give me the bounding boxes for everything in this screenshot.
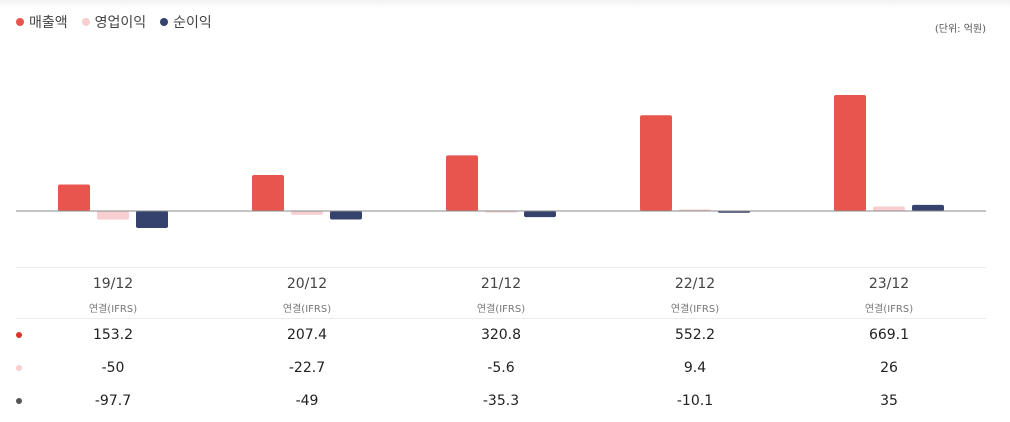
period-basis: 연결(IFRS) (282, 304, 332, 315)
table-cell: -50 (101, 360, 125, 376)
chart-legend: 매출액 영업이익 순이익 (16, 12, 212, 32)
table-cell: -5.6 (487, 360, 515, 376)
period-col: 20/12 연결(IFRS) (210, 276, 404, 315)
row-marker-dot (16, 332, 22, 338)
bar-operating-profit[interactable] (97, 211, 129, 220)
legend-dot-net-income (160, 18, 169, 26)
bar-chart (16, 95, 986, 228)
unit-label: (단위: 억원) (934, 24, 986, 35)
bar-net-income[interactable] (912, 204, 944, 211)
legend-dot-revenue (16, 18, 24, 26)
table-cell: 26 (880, 360, 898, 376)
bar-revenue[interactable] (834, 95, 866, 211)
period-col: 22/12 연결(IFRS) (598, 276, 792, 315)
period-label: 23/12 (868, 276, 910, 292)
table-cell: -97.7 (94, 393, 132, 409)
bar-operating-profit[interactable] (873, 206, 905, 211)
table-cell: 153.2 (92, 327, 134, 343)
row-marker-dot (16, 365, 22, 371)
legend-item-net-income[interactable]: 순이익 (160, 12, 212, 32)
bar-revenue[interactable] (58, 184, 90, 211)
legend-label-net-income: 순이익 (173, 15, 212, 31)
period-col: 21/12 연결(IFRS) (404, 276, 598, 315)
table-cell: -49 (295, 393, 319, 409)
divider-bottom (16, 318, 986, 319)
divider-top (16, 267, 986, 268)
table-cell: -22.7 (288, 360, 326, 376)
legend-item-operating-profit[interactable]: 영업이익 (81, 12, 147, 32)
period-col: 23/12 연결(IFRS) (792, 276, 986, 315)
legend-label-operating-profit: 영업이익 (94, 15, 147, 31)
table-cell: 552.2 (674, 327, 716, 343)
bar-net-income[interactable] (136, 211, 168, 228)
top-shade (0, 0, 1010, 8)
period-basis: 연결(IFRS) (476, 304, 526, 315)
period-label: 19/12 (92, 276, 134, 292)
period-label: 21/12 (480, 276, 522, 292)
legend-dot-operating-profit (81, 18, 90, 26)
period-header: 19/12 연결(IFRS) 20/12 연결(IFRS) 21/12 연결(I… (16, 276, 986, 315)
row-marker-dot (16, 398, 22, 404)
period-label: 22/12 (674, 276, 716, 292)
bar-operating-profit[interactable] (291, 211, 323, 215)
table-row-revenue: 153.2 207.4 320.8 552.2 669.1 (16, 325, 986, 345)
period-basis: 연결(IFRS) (864, 304, 914, 315)
period-basis: 연결(IFRS) (88, 304, 138, 315)
table-row-net-income: -97.7 -49 -35.3 -10.1 35 (16, 391, 986, 411)
table-cell: 35 (880, 393, 898, 409)
table-cell: 669.1 (868, 327, 910, 343)
bar-revenue[interactable] (446, 155, 478, 211)
table-cell: 320.8 (480, 327, 522, 343)
table-cell: -10.1 (676, 393, 714, 409)
period-label: 20/12 (286, 276, 328, 292)
table-row-operating-profit: -50 -22.7 -5.6 9.4 26 (16, 358, 986, 378)
table-cell: 207.4 (286, 327, 328, 343)
bar-net-income[interactable] (330, 211, 362, 220)
bar-net-income[interactable] (524, 211, 556, 218)
legend-item-revenue[interactable]: 매출액 (16, 12, 68, 32)
bar-revenue[interactable] (252, 175, 284, 211)
table-cell: 9.4 (683, 360, 707, 376)
legend-label-revenue: 매출액 (29, 15, 68, 31)
period-basis: 연결(IFRS) (670, 304, 720, 315)
table-cell: -35.3 (482, 393, 520, 409)
bar-revenue[interactable] (640, 115, 672, 211)
period-col: 19/12 연결(IFRS) (16, 276, 210, 315)
